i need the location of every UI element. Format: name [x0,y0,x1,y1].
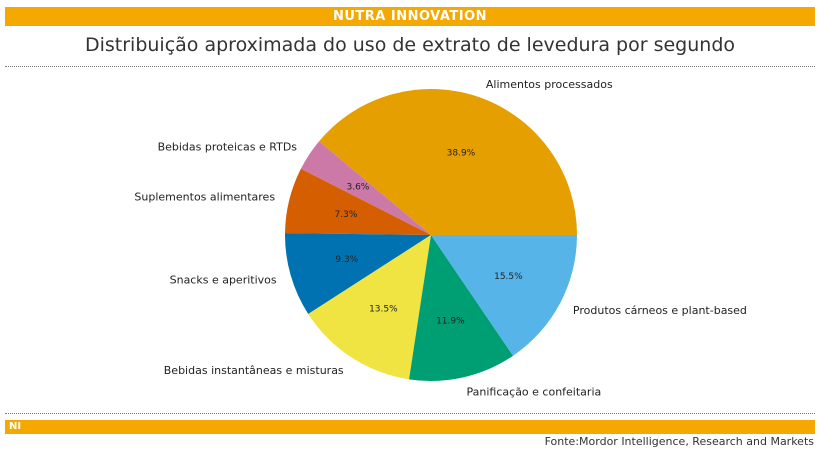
pie-slice-bebidas-proteicas-e-rtds [300,141,431,235]
pie-percent-label-produtos-carneos-e-plant-based: 15.5% [494,272,523,282]
pie-slice-alimentos-processados [319,89,577,235]
chart-title: Distribuição aproximada do uso de extrat… [84,34,736,56]
pie-category-labels: Alimentos processados Bebidas proteicas e… [134,78,746,399]
pie-slices [285,89,577,381]
pie-slice-snacks-e-aperitivos [285,233,431,315]
pie-percent-label-alimentos-processados: 38.9% [447,149,476,159]
pie-slice-panificacao-e-confeitaria [409,235,514,381]
pie-slice-produtos-carneos-e-plant-based [431,235,577,356]
footer-divider [5,413,815,414]
footer-bar: NI [5,420,815,434]
footer-logo: NI [9,421,22,432]
brand-header-bar: NUTRA INNOVATION [5,7,815,26]
pie-percent-label-bebidas-proteicas-e-rtds: 3.6% [346,183,369,193]
pie-slice-bebidas-instantaneas-e-misturas [308,235,431,380]
pie-category-label-suplementos-alimentares: Suplementos alimentares [134,191,275,204]
title-divider [5,66,815,67]
source-note: Fonte:Mordor Intelligence, Research and … [544,435,814,448]
pie-chart: 38.9% 3.6% 7.3% 9.3% 13.5% 11.9% 15.5% Aliment… [134,78,746,399]
pie-category-label-alimentos-processados: Alimentos processados [486,78,613,91]
pie-category-label-bebidas-instantaneas-e-misturas: Bebidas instantâneas e misturas [164,364,344,377]
pie-slice-suplementos-alimentares [285,168,431,235]
pie-category-label-produtos-carneos-e-plant-based: Produtos cárneos e plant-based [573,304,747,317]
pie-category-label-snacks-e-aperitivos: Snacks e aperitivos [170,273,277,286]
pie-percent-label-bebidas-instantaneas-e-misturas: 13.5% [369,305,398,315]
pie-percent-labels: 38.9% 3.6% 7.3% 9.3% 13.5% 11.9% 15.5% [335,149,524,327]
pie-percent-label-suplementos-alimentares: 7.3% [335,210,358,220]
pie-category-label-bebidas-proteicas-e-rtds: Bebidas proteicas e RTDs [158,140,298,153]
pie-percent-label-panificacao-e-confeitaria: 11.9% [436,316,465,326]
brand-name: NUTRA INNOVATION [332,9,488,24]
pie-percent-label-snacks-e-aperitivos: 9.3% [335,255,358,265]
pie-category-label-panificacao-e-confeitaria: Panificação e confeitaria [467,386,602,399]
